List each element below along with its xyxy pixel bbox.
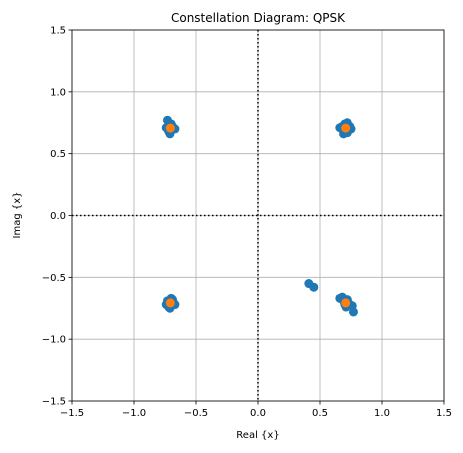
received-symbol-point [309, 282, 319, 292]
ideal-symbol-point [341, 123, 351, 133]
x-axis-label: Real {x} [236, 430, 279, 441]
axis-ticks: −1.5 −1.0 −0.5 0.0 0.5 1.0 1.5 −1.5 −1.0 −0.5 0.0 0… [42, 26, 452, 420]
y-tick-label: 0.0 [50, 211, 66, 222]
chart-title: Constellation Diagram: QPSK [171, 11, 346, 25]
x-tick-label: 1.0 [374, 408, 390, 419]
ideal-symbol-point [165, 123, 175, 133]
ideal-symbol-point [165, 298, 175, 308]
x-tick-label: 0.5 [312, 408, 328, 419]
x-tick-label: −0.5 [184, 408, 208, 419]
reference-lines [72, 30, 444, 401]
y-tick-label: 0.5 [50, 149, 66, 160]
y-tick-label: 1.0 [50, 87, 66, 98]
x-tick-label: −1.5 [60, 408, 84, 419]
y-tick-label: −1.0 [42, 335, 66, 346]
y-tick-label: −0.5 [42, 273, 66, 284]
received-symbol-point [348, 307, 358, 317]
y-axis-label: Imag {x} [12, 192, 23, 239]
ideal-symbol-point [341, 298, 351, 308]
y-tick-label: 1.5 [50, 26, 66, 37]
x-tick-label: 1.5 [436, 408, 452, 419]
data-series [161, 115, 358, 317]
series-1 [165, 123, 351, 308]
y-tick-label: −1.5 [42, 397, 66, 408]
x-tick-label: 0.0 [250, 408, 266, 419]
x-tick-label: −1.0 [122, 408, 146, 419]
